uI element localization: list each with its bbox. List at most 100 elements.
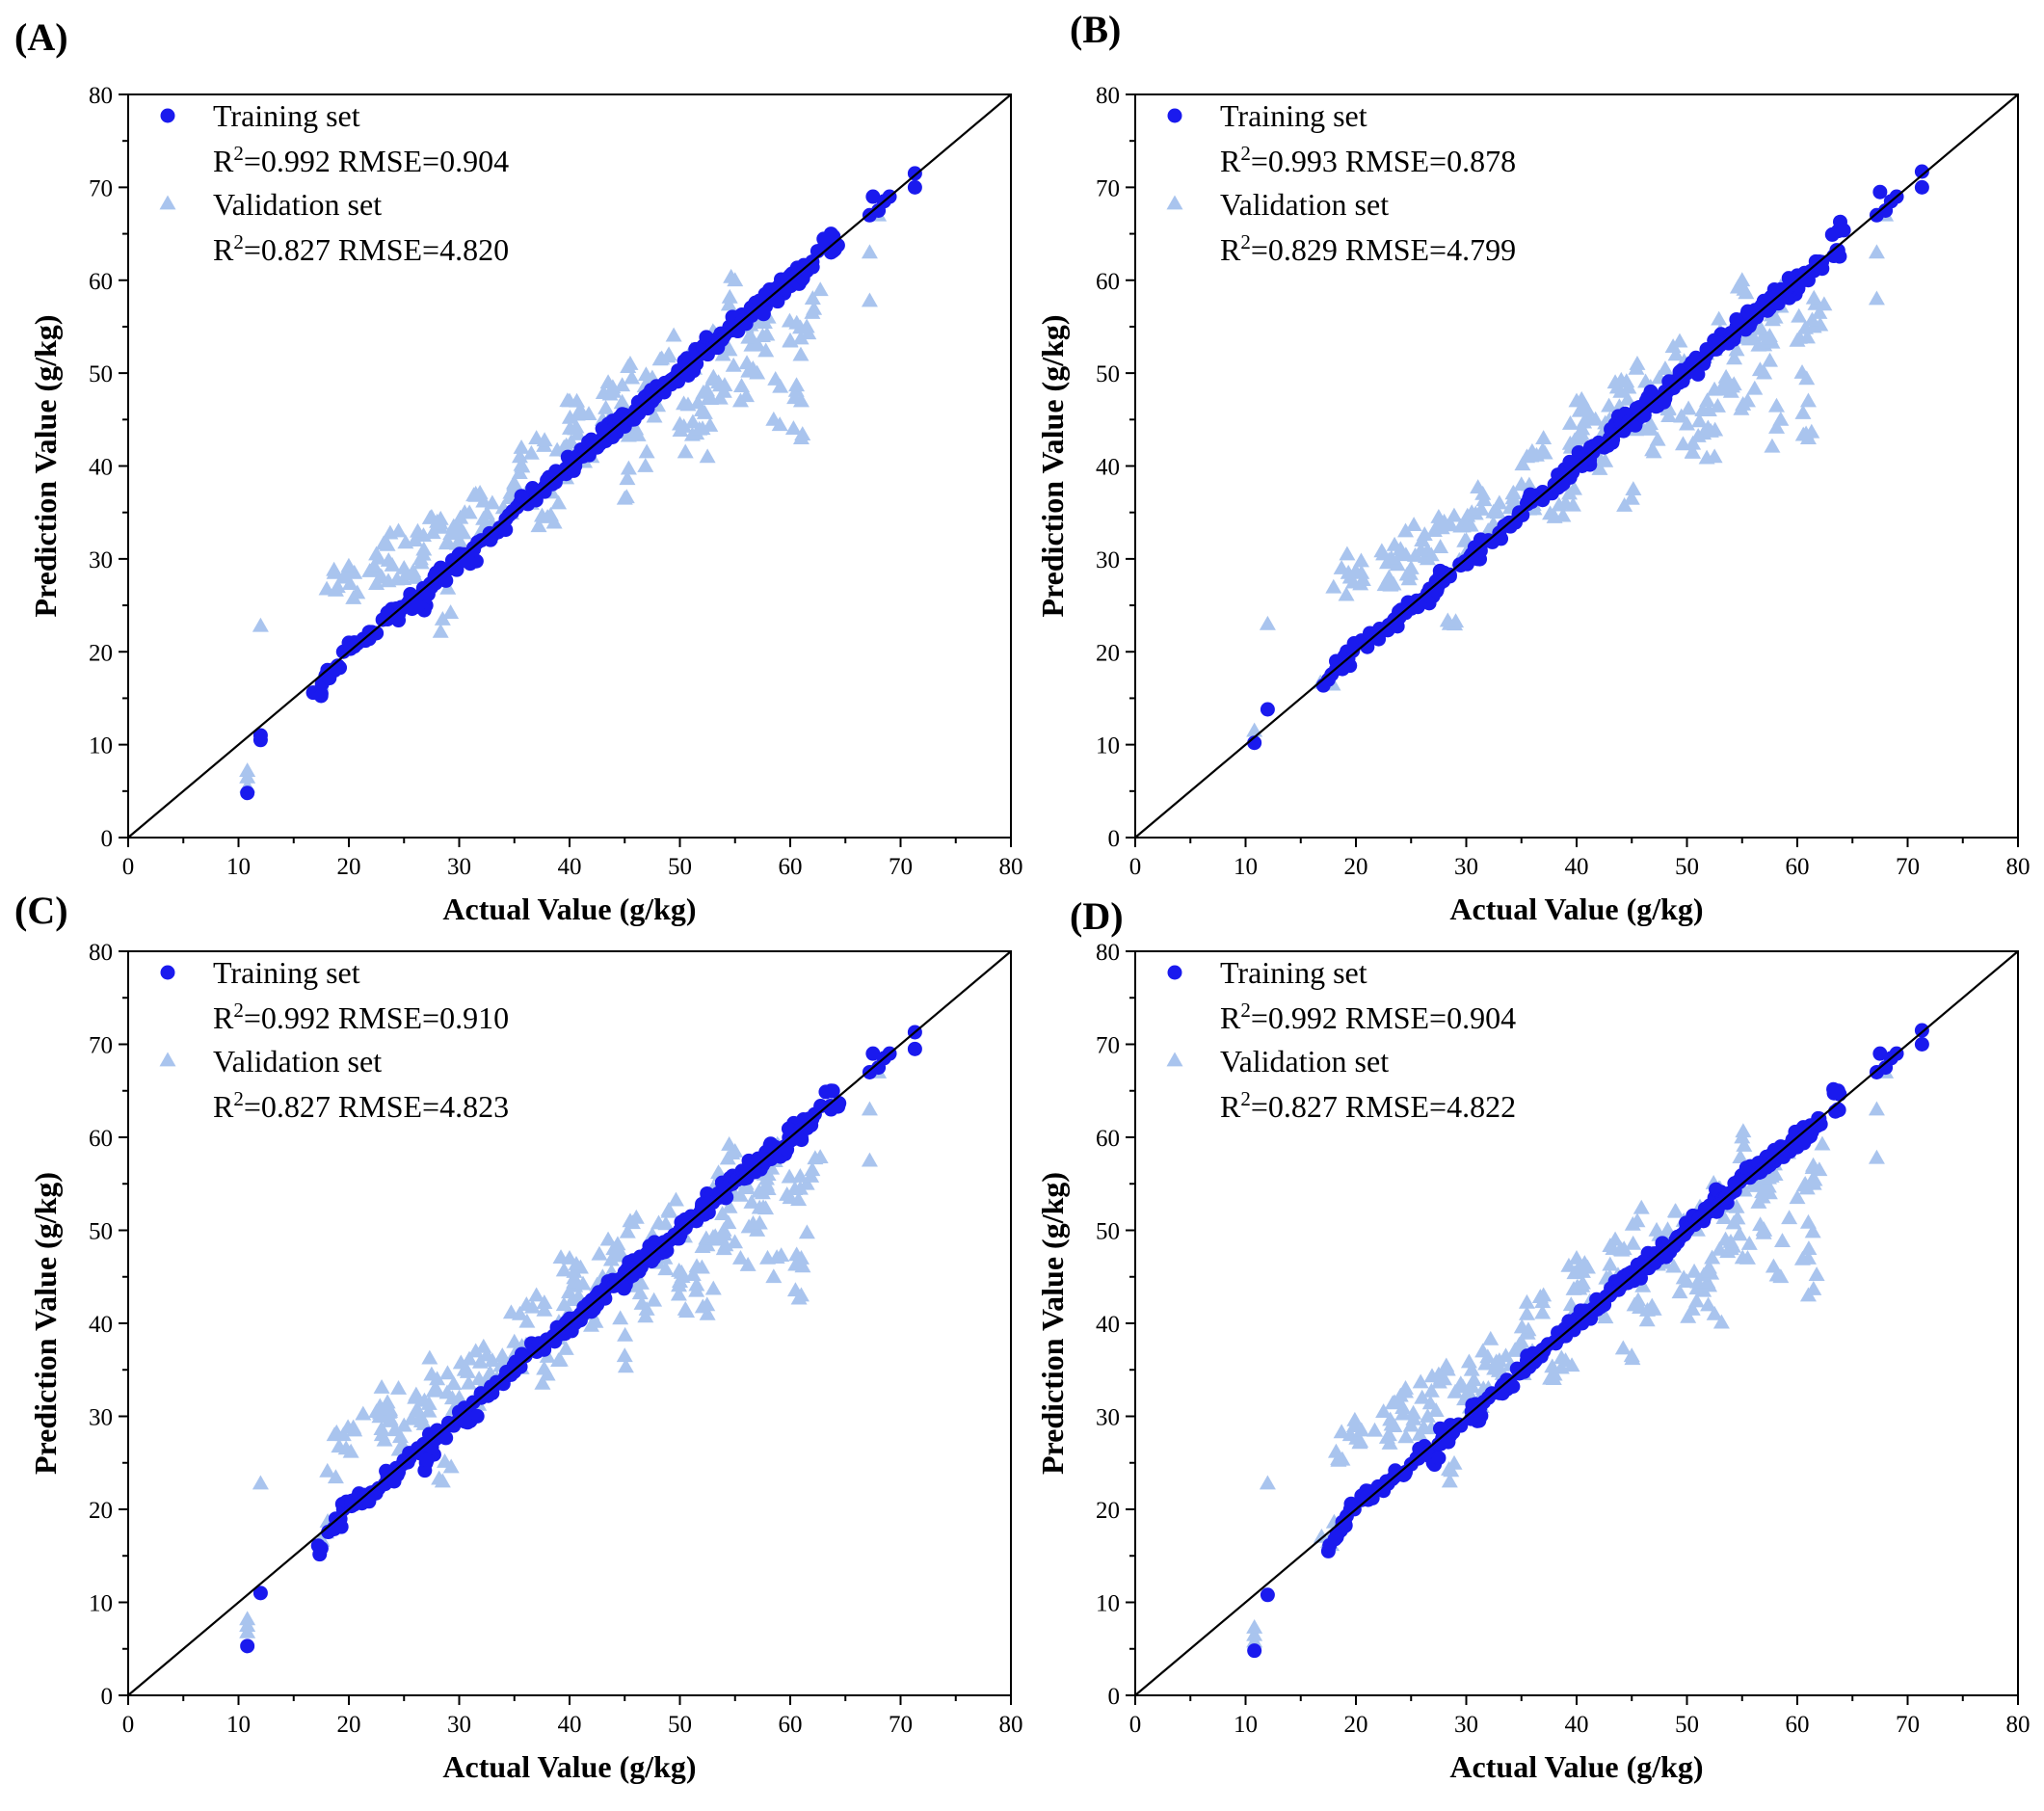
training-point (907, 1041, 922, 1056)
validation-point (740, 362, 757, 378)
validation-point (700, 389, 717, 405)
training-point (1473, 532, 1488, 547)
validation-point (340, 557, 358, 573)
validation-point (1624, 1215, 1641, 1231)
validation-point (545, 514, 563, 529)
y-axis-title: Prediction Value (g/kg) (1035, 314, 1070, 617)
validation-point (1642, 421, 1659, 436)
validation-point (1709, 397, 1726, 413)
training-point (1360, 639, 1375, 654)
validation-point (1713, 381, 1731, 396)
validation-point (1626, 1296, 1643, 1312)
training-point (312, 1547, 328, 1562)
validation-point (1442, 517, 1459, 532)
validation-point (1680, 1308, 1697, 1323)
validation-point (1684, 444, 1701, 459)
validation-point (800, 325, 817, 340)
validation-point (1568, 1249, 1585, 1265)
training-point (1765, 1146, 1780, 1161)
validation-point (1571, 402, 1588, 417)
validation-point (1812, 316, 1829, 332)
validation-point (382, 1410, 399, 1425)
legend-training-label: Training set (213, 955, 360, 990)
validation-point (1715, 1210, 1733, 1225)
legend-validation-stats: R2=0.827 RMSE=4.820 (213, 230, 509, 267)
validation-point (1816, 296, 1833, 311)
validation-point (711, 377, 729, 392)
validation-point (1781, 1210, 1798, 1225)
validation-point (714, 1206, 731, 1220)
training-point (252, 1585, 268, 1601)
validation-point (1486, 1360, 1503, 1375)
validation-point (765, 1268, 783, 1284)
validation-point (449, 519, 466, 535)
validation-point (696, 404, 713, 419)
validation-point (1738, 284, 1755, 300)
validation-point (790, 1290, 808, 1305)
x-tick-label: 80 (2006, 1712, 2031, 1738)
validation-point (1689, 427, 1707, 442)
validation-point (1462, 517, 1479, 532)
validation-point (1485, 503, 1502, 519)
validation-point (725, 357, 742, 372)
training-point (770, 294, 785, 309)
validation-point (806, 300, 823, 315)
legend-training-label: Training set (1220, 955, 1367, 990)
validation-point (1373, 543, 1391, 558)
validation-point (375, 535, 392, 550)
validation-point (614, 393, 631, 409)
validation-point (721, 1198, 738, 1213)
validation-point (1680, 400, 1697, 415)
validation-point (1574, 1264, 1591, 1278)
training-point (1446, 1425, 1461, 1440)
validation-point (1762, 352, 1779, 367)
validation-point (326, 561, 343, 576)
validation-point (513, 439, 530, 454)
validation-point (724, 1145, 741, 1160)
training-point (1914, 164, 1929, 179)
validation-point (408, 570, 425, 584)
validation-point (1432, 539, 1449, 554)
validation-point (1439, 612, 1456, 627)
training-point (1431, 1451, 1447, 1466)
x-tick-label: 50 (1675, 854, 1699, 880)
training-point (1872, 184, 1888, 200)
reference-line (1135, 951, 2018, 1695)
validation-point (1401, 565, 1419, 580)
legend-validation-marker (159, 195, 176, 210)
legend-training-marker (1167, 108, 1182, 123)
validation-point (1246, 722, 1263, 737)
validation-point (1514, 456, 1531, 471)
validation-point (788, 1246, 806, 1262)
validation-point (1510, 1336, 1527, 1351)
validation-point (794, 1258, 811, 1273)
chart-panel: (A) 0 10 20 30 40 50 60 70 80 0 10 20 30 40 50 60 70 80 Act… (14, 15, 1023, 926)
training-point (702, 1195, 717, 1211)
validation-point (794, 426, 811, 440)
validation-point (781, 312, 798, 328)
validation-point (755, 1199, 772, 1214)
validation-point (493, 1347, 511, 1362)
validation-point (1768, 1266, 1786, 1282)
validation-point (341, 575, 358, 591)
legend-training-stats: R2=0.992 RMSE=0.904 (213, 142, 509, 178)
validation-point (580, 406, 597, 420)
validation-point (1728, 341, 1745, 357)
validation-point (1762, 330, 1779, 345)
validation-point (1396, 1383, 1414, 1398)
validation-point (1735, 396, 1752, 411)
y-tick-label: 20 (89, 640, 113, 666)
validation-point (1671, 1284, 1688, 1299)
validation-point (1446, 507, 1463, 522)
marks-layer (1135, 94, 2018, 838)
validation-point (410, 1402, 427, 1418)
validation-point (1386, 1418, 1403, 1432)
validation-point (1666, 1203, 1684, 1217)
training-point (1442, 569, 1457, 584)
training-point (756, 306, 771, 322)
marks-layer (128, 951, 1011, 1695)
validation-point (478, 1346, 495, 1362)
validation-point (743, 1194, 760, 1209)
validation-point (1505, 485, 1523, 499)
